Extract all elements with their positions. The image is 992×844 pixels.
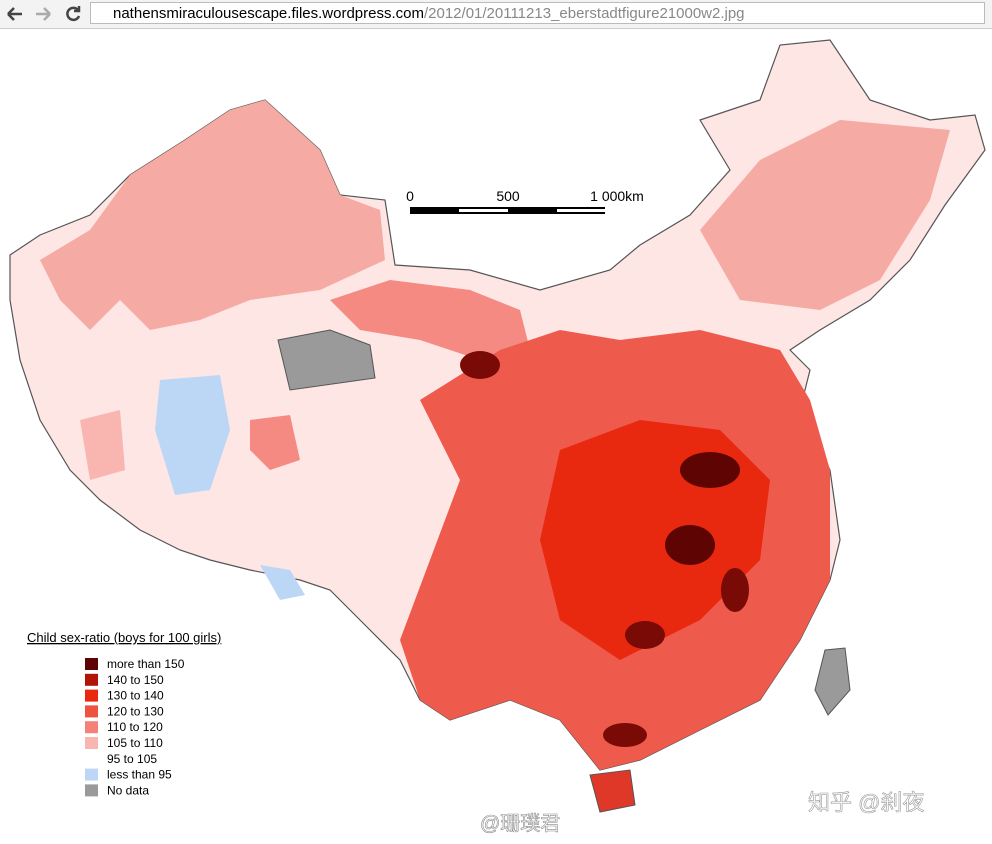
legend-label: 140 to 150 <box>107 673 164 687</box>
legend-label: 95 to 105 <box>107 752 157 766</box>
reload-button[interactable] <box>66 6 81 22</box>
map: 0 500 1 000km Child sex-ratio (boys for … <box>9 39 986 835</box>
watermark: 知乎 @刹夜 <box>808 790 924 815</box>
address-bar[interactable]: nathensmiraculousescape.files.wordpress.… <box>90 2 985 24</box>
region <box>260 565 305 600</box>
region <box>625 621 665 649</box>
legend-label: 110 to 120 <box>107 720 163 734</box>
region <box>277 329 376 391</box>
legend-label: less than 95 <box>107 768 172 782</box>
legend-label: No data <box>107 783 149 797</box>
legend-label: more than 150 <box>107 657 185 671</box>
legend-swatch <box>85 673 98 686</box>
region <box>155 375 230 495</box>
region <box>250 415 300 470</box>
island <box>814 647 851 716</box>
legend-title: Child sex-ratio (boys for 100 girls) <box>27 630 221 645</box>
legend-swatch <box>85 752 98 765</box>
region <box>665 525 715 565</box>
back-button[interactable] <box>7 7 22 21</box>
region <box>603 723 647 747</box>
legend-swatch <box>85 689 98 702</box>
region <box>680 452 740 488</box>
forward-button[interactable] <box>36 7 51 21</box>
legend-label: 130 to 140 <box>107 689 164 703</box>
region <box>40 100 385 330</box>
browser-toolbar: nathensmiraculousescape.files.wordpress.… <box>0 0 992 29</box>
legend-label: 120 to 130 <box>107 704 164 718</box>
url-host: nathensmiraculousescape.files.wordpress.… <box>113 5 424 22</box>
url-path: /2012/01/20111213_eberstadtfigure21000w2… <box>423 5 745 22</box>
legend-swatch <box>85 768 98 781</box>
legend-swatch <box>85 721 98 734</box>
legend-swatch <box>85 784 98 797</box>
region <box>460 351 500 379</box>
scale-label: 1 000km <box>590 188 644 204</box>
region <box>80 410 125 480</box>
scale-bar-segment <box>459 209 508 212</box>
legend-swatch <box>85 658 98 670</box>
legend: Child sex-ratio (boys for 100 girls) mor… <box>27 630 221 797</box>
legend-swatch <box>85 705 98 718</box>
scale-label: 0 <box>406 188 414 204</box>
nav-buttons <box>7 6 81 22</box>
legend-swatch <box>85 737 98 749</box>
watermark: @珊璞君 <box>480 812 560 835</box>
island <box>589 769 636 813</box>
scale-bar-segment <box>557 209 605 212</box>
region <box>700 120 950 310</box>
legend-label: 105 to 110 <box>107 736 163 750</box>
scale-label: 500 <box>496 188 520 204</box>
region <box>721 568 749 612</box>
region <box>330 280 530 360</box>
scale-bar: 0 500 1 000km <box>406 188 644 214</box>
